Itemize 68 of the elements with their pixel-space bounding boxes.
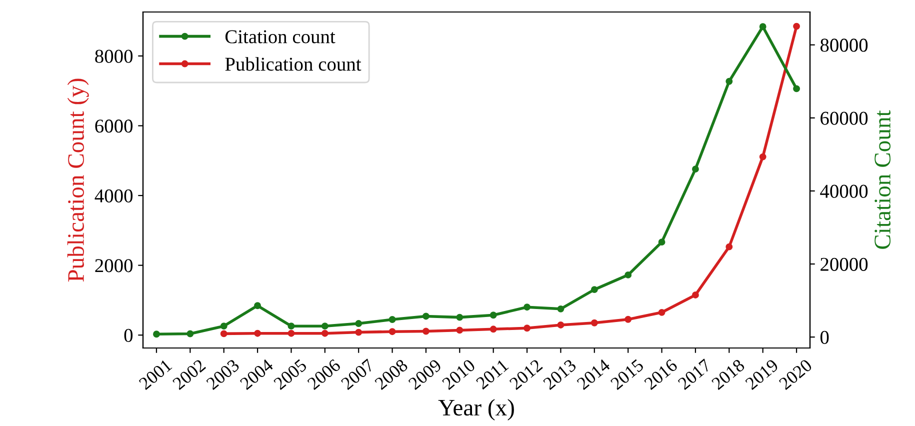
x-tick-label: 2003 bbox=[206, 358, 240, 390]
point bbox=[254, 302, 262, 310]
point bbox=[355, 328, 362, 336]
x-tick-label: 2019 bbox=[744, 358, 780, 390]
point bbox=[490, 312, 497, 319]
y2-tick-label: 0 bbox=[820, 330, 829, 344]
point bbox=[288, 322, 295, 330]
point bbox=[658, 308, 666, 316]
x-tick-label: 2008 bbox=[374, 358, 408, 390]
x-tick-label: 2020 bbox=[778, 358, 813, 390]
point bbox=[456, 314, 464, 321]
point bbox=[557, 305, 564, 312]
y2-axis-title: Citation Count bbox=[874, 110, 891, 249]
point bbox=[456, 326, 464, 334]
point bbox=[759, 23, 766, 30]
point bbox=[624, 316, 632, 323]
y-tick-label: 8000 bbox=[95, 50, 133, 63]
x-tick-label: 2013 bbox=[542, 358, 577, 390]
point bbox=[524, 324, 531, 332]
y-tick-label: 4000 bbox=[94, 189, 133, 202]
point bbox=[793, 22, 800, 30]
point bbox=[153, 330, 160, 338]
y-tick-label: 6000 bbox=[95, 120, 133, 133]
y-tick-label: 0 bbox=[124, 328, 133, 342]
point bbox=[692, 291, 699, 298]
x-tick-label: 2014 bbox=[576, 358, 611, 390]
y-axis-title: Publication Count (y) bbox=[67, 78, 89, 282]
y2-tick-label: 20000 bbox=[820, 258, 868, 271]
x-tick-label: 2004 bbox=[239, 358, 274, 390]
point bbox=[220, 330, 228, 338]
point bbox=[355, 320, 362, 328]
point bbox=[726, 243, 733, 250]
legend-label: Publication count bbox=[225, 57, 362, 71]
y-tick-label: 2000 bbox=[95, 259, 133, 272]
y2-tick-label: 60000 bbox=[820, 112, 868, 125]
point bbox=[321, 330, 328, 337]
x-tick-label: 2011 bbox=[475, 358, 509, 390]
point bbox=[422, 312, 430, 320]
point bbox=[557, 322, 564, 328]
point bbox=[388, 328, 396, 336]
point bbox=[590, 319, 598, 326]
point bbox=[186, 330, 194, 338]
point bbox=[624, 271, 632, 278]
y2-tick-label: 80000 bbox=[820, 38, 868, 52]
point bbox=[524, 304, 531, 311]
x-tick-label: 2018 bbox=[711, 358, 746, 390]
point bbox=[658, 238, 666, 246]
point bbox=[288, 330, 295, 337]
point bbox=[422, 328, 430, 335]
point bbox=[726, 78, 733, 85]
legend-label: Citation count bbox=[225, 30, 336, 44]
point bbox=[759, 153, 766, 160]
x-axis-title: Year (x) bbox=[438, 399, 514, 420]
x-tick-label: 2009 bbox=[408, 358, 442, 390]
x-tick-label: 2012 bbox=[508, 358, 544, 390]
x-tick-label: 2001 bbox=[138, 358, 172, 390]
point bbox=[793, 85, 800, 92]
point bbox=[590, 286, 598, 294]
point bbox=[321, 322, 328, 330]
point bbox=[490, 326, 497, 333]
y2-tick-label: 40000 bbox=[820, 184, 868, 198]
point bbox=[220, 322, 228, 330]
point bbox=[388, 316, 396, 323]
x-tick-label: 2010 bbox=[442, 358, 476, 390]
x-tick-label: 2002 bbox=[172, 358, 206, 390]
point bbox=[254, 330, 262, 337]
point bbox=[692, 166, 699, 173]
x-tick-label: 2005 bbox=[273, 358, 308, 390]
